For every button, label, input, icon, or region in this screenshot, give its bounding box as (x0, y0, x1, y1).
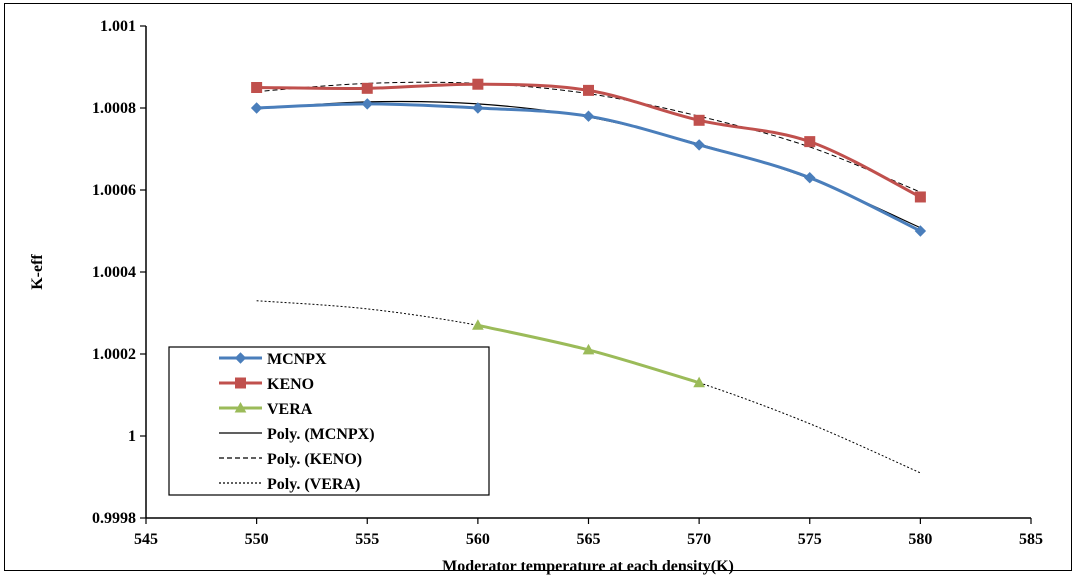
legend: MCNPX KENO VERA Poly. (MCNPX) Poly. (KENO) Po… (168, 346, 490, 496)
data-point-mcnpx (582, 110, 595, 122)
y-tick-label: 1.0008 (92, 100, 136, 117)
trendline-keno (256, 81, 921, 193)
x-axis-title: Moderator temperature at each density(K) (442, 558, 734, 575)
legend-label: Poly. (VERA) (267, 476, 360, 493)
legend-label: VERA (267, 401, 313, 418)
y-tick-label: 1 (128, 428, 136, 445)
data-point-keno (472, 78, 484, 90)
legend-item: VERA (219, 401, 313, 418)
series-line-mcnpx (256, 102, 922, 233)
series-keno (251, 78, 926, 203)
legend-label: MCNPX (267, 351, 327, 368)
x-tick-label: 560 (466, 531, 490, 548)
y-tick-label: 1.0006 (92, 182, 136, 199)
data-point-mcnpx (472, 102, 484, 114)
data-point-keno (914, 191, 926, 203)
legend-label: Poly. (KENO) (267, 451, 362, 468)
x-tick-label: 580 (908, 531, 932, 548)
data-point-vera (693, 376, 705, 388)
data-point-mcnpx (693, 139, 705, 151)
y-tick-label: 1.0004 (92, 264, 136, 281)
data-point-keno (583, 84, 594, 96)
x-tick-label: 575 (798, 531, 822, 548)
x-tick-label: 555 (355, 531, 379, 548)
y-axis-title: K-eff (29, 254, 46, 290)
legend-marker (235, 377, 246, 389)
data-point-keno (251, 82, 263, 93)
y-tick-label: 1.0002 (92, 346, 136, 363)
legend-marker (234, 352, 247, 364)
legend-item: Poly. (KENO) (219, 451, 362, 468)
legend-label: Poly. (MCNPX) (267, 426, 375, 443)
legend-item: KENO (219, 376, 314, 393)
legend-box (168, 346, 490, 496)
data-point-keno (804, 136, 816, 148)
series-line-keno (256, 82, 922, 199)
axes: 0.9998 1 1.0002 1.0004 1.0006 1.0008 1.001 545 5… (92, 18, 1043, 548)
series-mcnpx (250, 98, 927, 237)
y-tick-label: 1.001 (100, 18, 136, 35)
data-point-keno (693, 114, 705, 126)
y-tick-label: 0.9998 (92, 510, 136, 527)
data-point-mcnpx (250, 102, 263, 114)
data-point-keno (361, 82, 373, 94)
data-point-mcnpx (361, 98, 373, 110)
legend-label: KENO (267, 376, 314, 393)
x-tick-label: 570 (687, 531, 711, 548)
x-tick-label: 585 (1019, 531, 1043, 548)
legend-item: MCNPX (219, 351, 327, 368)
legend-marker (234, 401, 247, 413)
legend-item: Poly. (VERA) (219, 476, 360, 493)
legend-item: Poly. (MCNPX) (219, 426, 375, 443)
series (250, 78, 927, 388)
data-point-vera (582, 343, 595, 355)
series-vera (472, 319, 705, 388)
x-tick-label: 545 (134, 531, 158, 548)
x-tick-label: 550 (245, 531, 269, 548)
x-tick-label: 565 (577, 531, 601, 548)
data-point-vera (472, 319, 484, 330)
data-point-mcnpx (804, 171, 816, 184)
data-point-mcnpx (914, 225, 927, 237)
